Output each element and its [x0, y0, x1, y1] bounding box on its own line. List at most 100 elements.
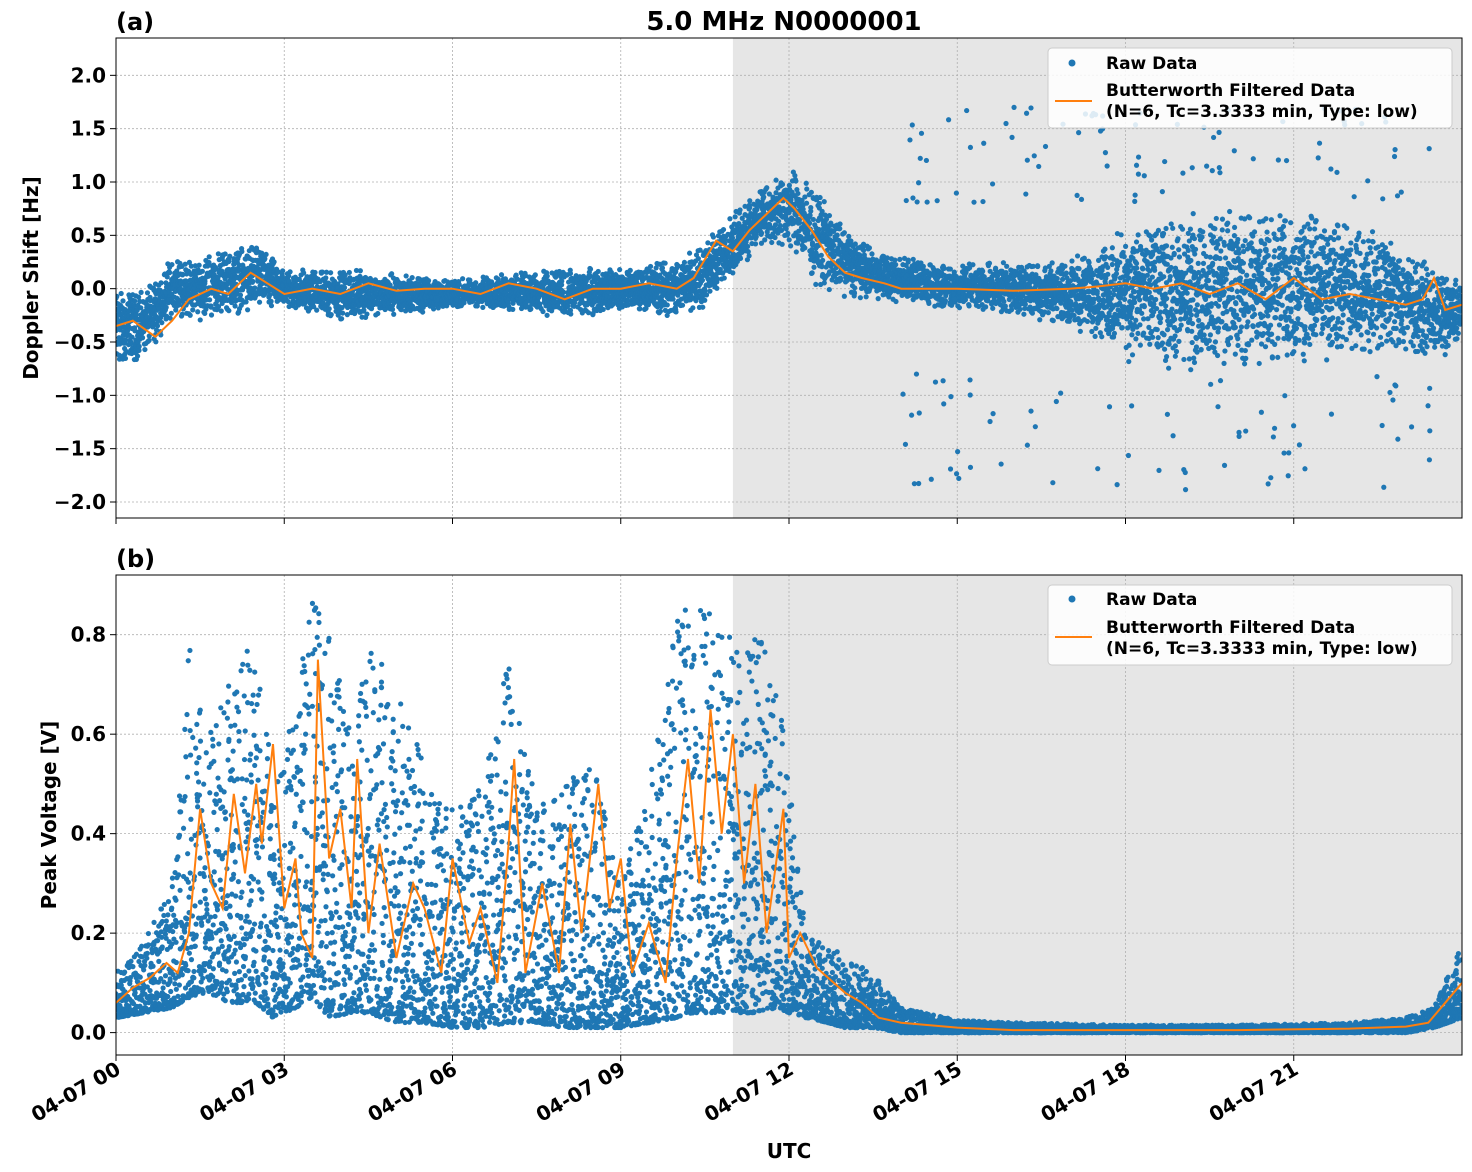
- raw-point: [926, 300, 932, 306]
- raw-point: [195, 309, 201, 315]
- raw-point: [144, 290, 151, 296]
- raw-point: [460, 276, 466, 282]
- raw-point: [138, 289, 144, 295]
- raw-point: [120, 298, 126, 304]
- raw-point: [280, 268, 286, 274]
- raw-point: [199, 268, 205, 274]
- raw-point: [786, 237, 792, 243]
- raw-point: [664, 302, 670, 308]
- raw-point: [813, 281, 819, 288]
- raw-point: [540, 308, 546, 315]
- raw-point: [897, 256, 903, 262]
- raw-point: [966, 303, 972, 309]
- raw-point: [846, 233, 852, 239]
- raw-point: [783, 226, 789, 232]
- raw-point: [793, 178, 799, 184]
- raw-point: [761, 194, 767, 200]
- raw-point: [222, 251, 228, 257]
- raw-point: [192, 263, 198, 269]
- raw-point: [256, 299, 263, 305]
- raw-point: [232, 303, 238, 309]
- raw-point: [795, 240, 801, 246]
- raw-point: [206, 254, 212, 260]
- raw-point: [263, 251, 269, 258]
- raw-point: [339, 316, 345, 322]
- raw-point: [803, 180, 809, 186]
- raw-point: [837, 221, 843, 227]
- raw-point: [156, 306, 162, 312]
- raw-point: [116, 293, 120, 299]
- raw-point: [826, 286, 832, 293]
- raw-point: [544, 273, 550, 279]
- raw-point: [942, 298, 948, 304]
- raw-point: [364, 311, 370, 317]
- raw-point: [892, 257, 898, 263]
- raw-point: [125, 327, 131, 334]
- raw-point: [167, 315, 173, 321]
- raw-point: [208, 312, 215, 318]
- raw-point: [202, 280, 208, 286]
- raw-point: [956, 305, 963, 311]
- raw-point: [168, 310, 174, 316]
- raw-point: [826, 212, 833, 219]
- raw-point: [473, 280, 479, 286]
- raw-point: [267, 292, 273, 298]
- raw-point: [627, 267, 633, 273]
- raw-point: [346, 269, 352, 276]
- raw-point: [779, 241, 785, 247]
- raw-point: [866, 245, 873, 251]
- raw-data-band-a: [116, 104, 1462, 493]
- raw-point: [314, 307, 320, 313]
- raw-point: [747, 204, 753, 211]
- raw-point: [403, 273, 409, 279]
- raw-point: [762, 237, 768, 243]
- raw-point: [809, 270, 815, 276]
- raw-point: [139, 335, 146, 341]
- raw-point: [357, 268, 363, 274]
- raw-point: [243, 299, 249, 305]
- raw-point: [753, 234, 759, 240]
- raw-point: [831, 242, 837, 249]
- raw-point: [863, 294, 869, 300]
- raw-point: [803, 200, 810, 206]
- raw-point: [136, 294, 142, 300]
- raw-point: [133, 311, 139, 318]
- raw-point: [686, 250, 693, 256]
- raw-point: [202, 310, 208, 317]
- raw-point: [893, 262, 899, 268]
- raw-point: [670, 296, 676, 302]
- raw-point: [860, 247, 867, 253]
- raw-point: [146, 333, 152, 339]
- raw-point: [769, 239, 775, 246]
- raw-point: [258, 272, 264, 279]
- raw-point: [745, 243, 751, 250]
- raw-point: [167, 270, 173, 276]
- raw-point: [275, 269, 281, 275]
- raw-point: [216, 294, 222, 300]
- raw-point: [816, 200, 823, 207]
- raw-point: [737, 207, 743, 213]
- raw-point: [544, 312, 550, 318]
- raw-point: [714, 285, 720, 291]
- raw-point: [836, 226, 843, 232]
- raw-point: [690, 305, 696, 311]
- raw-point: [142, 346, 148, 353]
- raw-point: [821, 199, 827, 205]
- raw-point: [239, 248, 245, 255]
- raw-point: [136, 343, 142, 350]
- raw-point: [125, 323, 131, 329]
- raw-point: [136, 347, 142, 354]
- raw-point: [746, 253, 752, 259]
- raw-point: [852, 285, 858, 291]
- raw-point: [730, 270, 736, 276]
- raw-point: [218, 308, 224, 314]
- raw-point: [196, 262, 202, 268]
- raw-point: [808, 204, 814, 211]
- raw-point: [869, 251, 875, 257]
- raw-point: [707, 288, 713, 294]
- raw-point: [673, 309, 679, 315]
- raw-point: [226, 258, 232, 265]
- raw-point: [818, 252, 824, 258]
- raw-point: [146, 337, 152, 343]
- raw-point: [228, 299, 235, 306]
